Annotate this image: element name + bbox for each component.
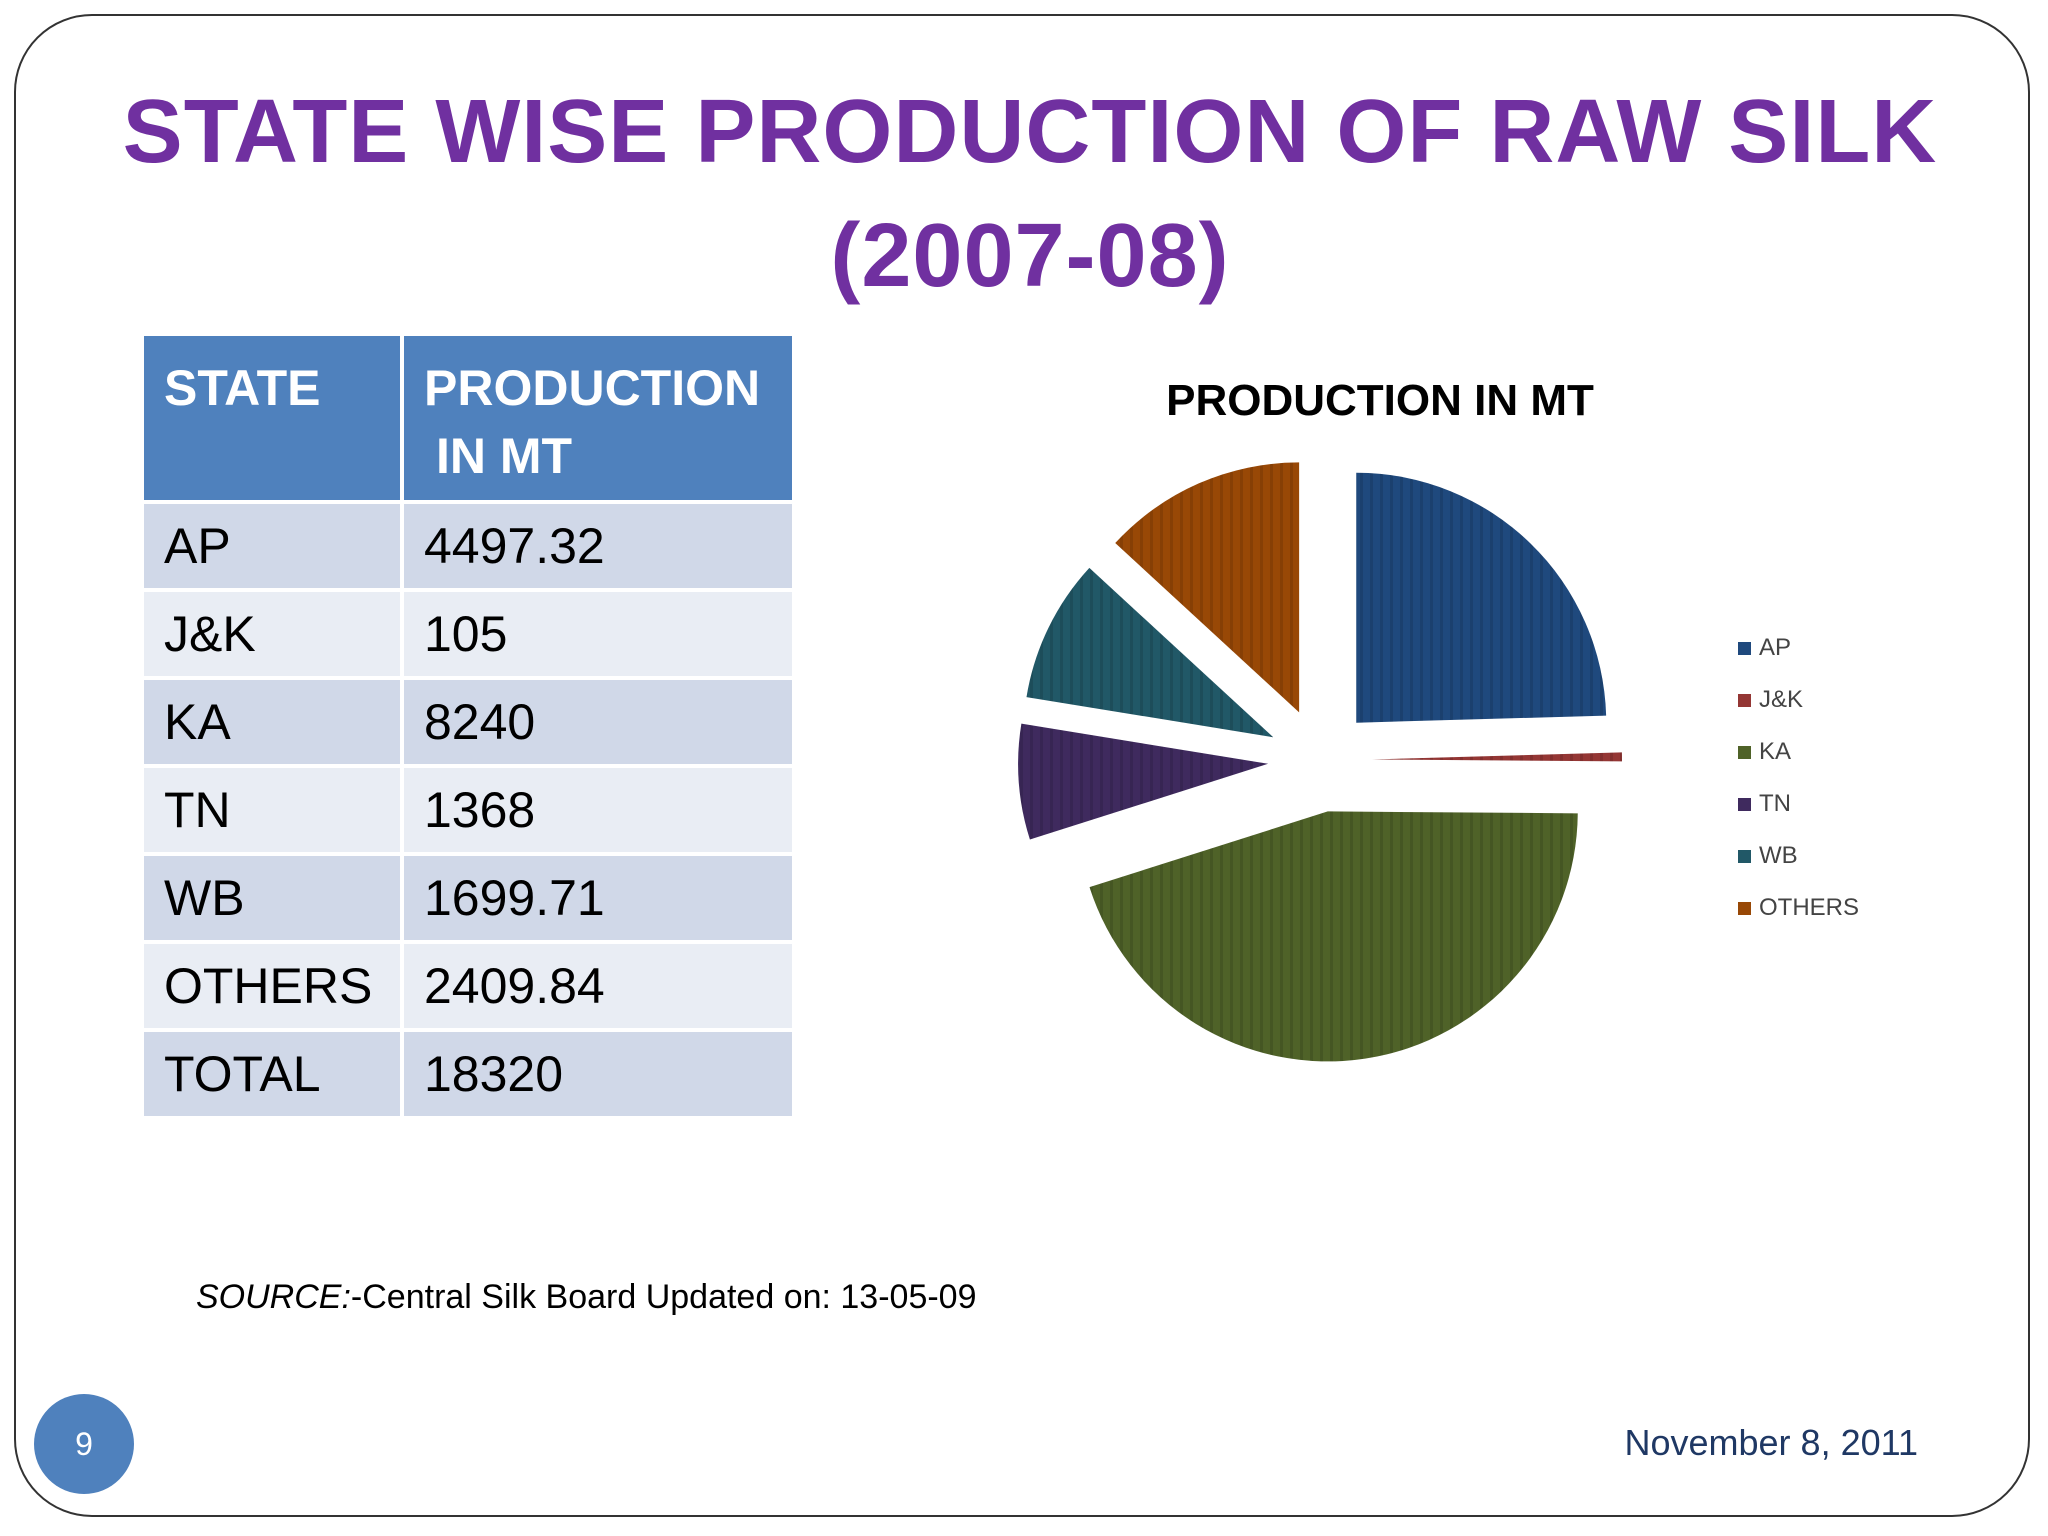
cell-state: TOTAL xyxy=(144,1032,400,1116)
slide-date: November 8, 2011 xyxy=(1624,1422,1918,1463)
cell-state: J&K xyxy=(144,592,400,676)
title-line-1: STATE WISE PRODUCTION OF RAW SILK xyxy=(122,82,1938,182)
table-header-row: STATE PRODUCTION IN MT xyxy=(144,336,792,500)
table-row: TN 1368 xyxy=(144,768,792,852)
cell-state: WB xyxy=(144,856,400,940)
source-label: SOURCE: xyxy=(196,1278,351,1316)
legend-swatch xyxy=(1738,901,1751,915)
pie-slice-texture xyxy=(1115,462,1300,713)
legend-swatch xyxy=(1738,693,1751,707)
table-row: KA 8240 xyxy=(144,680,792,764)
legend-swatch xyxy=(1738,849,1751,863)
legend-item: AP xyxy=(1738,622,1859,674)
legend-swatch xyxy=(1738,797,1751,811)
page-number-badge: 9 xyxy=(34,1394,134,1494)
table-row: WB 1699.71 xyxy=(144,856,792,940)
legend-label: KA xyxy=(1759,738,1792,765)
cell-production: 105 xyxy=(404,592,792,676)
slide-title: STATE WISE PRODUCTION OF RAW SILK (2007-… xyxy=(120,70,1940,318)
pie-chart xyxy=(1018,462,1622,1062)
legend-item: KA xyxy=(1738,726,1859,778)
pie-chart-title: PRODUCTION IN MT xyxy=(1166,376,1594,425)
pie-slice-texture xyxy=(1018,723,1269,840)
cell-state: OTHERS xyxy=(144,944,400,1028)
source-note: SOURCE:-Central Silk Board Updated on: 1… xyxy=(196,1278,977,1317)
legend-label: J&K xyxy=(1759,686,1804,713)
cell-production: 1699.71 xyxy=(404,856,792,940)
cell-state: AP xyxy=(144,504,400,588)
table-row-total: TOTAL 18320 xyxy=(144,1032,792,1116)
source-text: -Central Silk Board Updated on: 13-05-09 xyxy=(350,1278,977,1316)
legend-label: TN xyxy=(1759,790,1791,817)
cell-production: 2409.84 xyxy=(404,944,792,1028)
table-row: J&K 105 xyxy=(144,592,792,676)
legend-item: J&K xyxy=(1738,674,1859,726)
pie-slice-texture xyxy=(1371,752,1622,762)
header-production-line-2: IN MT xyxy=(436,428,573,484)
cell-state: KA xyxy=(144,680,400,764)
pie-slice-texture xyxy=(1356,472,1607,723)
legend-label: AP xyxy=(1759,634,1792,661)
production-table: STATE PRODUCTION IN MT AP 4497.32 J&K 10… xyxy=(140,332,796,1120)
pie-slice-texture xyxy=(1089,811,1578,1062)
table-row: AP 4497.32 xyxy=(144,504,792,588)
table-row: OTHERS 2409.84 xyxy=(144,944,792,1028)
legend-label: OTHERS xyxy=(1759,894,1860,921)
cell-production: 8240 xyxy=(404,680,792,764)
header-production-line-1: PRODUCTION xyxy=(424,360,761,416)
header-production: PRODUCTION IN MT xyxy=(404,336,792,500)
cell-production: 4497.32 xyxy=(404,504,792,588)
cell-production: 1368 xyxy=(404,768,792,852)
pie-legend: AP J&K KA TN WB OTHERS xyxy=(1738,622,1859,934)
legend-label: WB xyxy=(1759,842,1798,869)
title-line-2: (2007-08) xyxy=(830,206,1230,306)
pie-slice-texture xyxy=(1026,567,1274,738)
legend-swatch xyxy=(1738,745,1751,759)
header-state: STATE xyxy=(144,336,400,500)
legend-item: WB xyxy=(1738,830,1859,882)
legend-item: TN xyxy=(1738,778,1859,830)
cell-production: 18320 xyxy=(404,1032,792,1116)
legend-item: OTHERS xyxy=(1738,882,1859,934)
cell-state: TN xyxy=(144,768,400,852)
legend-swatch xyxy=(1738,641,1751,655)
